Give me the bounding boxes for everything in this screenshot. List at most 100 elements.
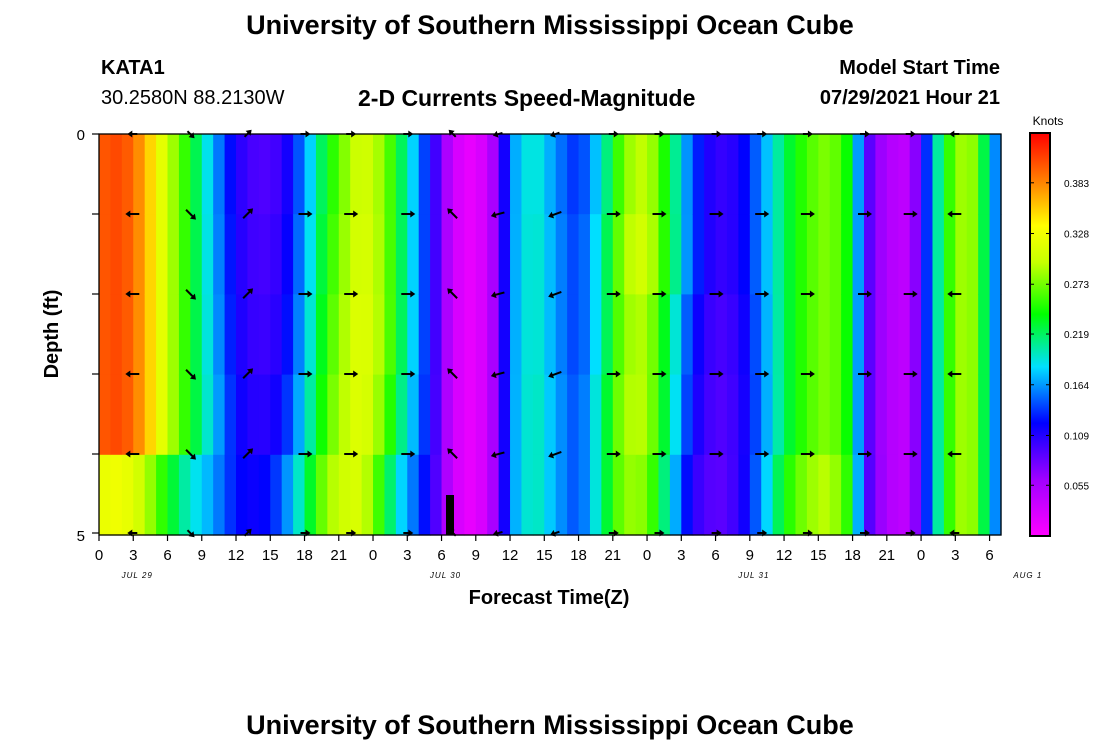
heatmap-cell — [258, 454, 271, 536]
heatmap-cell — [236, 454, 249, 536]
heatmap-cell — [156, 294, 169, 376]
x-tick-label: 15 — [262, 547, 279, 564]
heatmap-cell — [133, 454, 146, 536]
station-id: KATA1 — [101, 57, 165, 79]
heatmap-cell — [201, 374, 214, 456]
heatmap-cell — [921, 294, 934, 376]
heatmap-cell — [635, 134, 648, 215]
heatmap-cell — [532, 294, 545, 376]
heatmap-cell — [875, 374, 888, 456]
heatmap-cell — [293, 454, 306, 536]
heatmap-cell — [555, 374, 568, 456]
heatmap-cell — [407, 214, 420, 295]
heatmap-cell — [704, 134, 717, 215]
heatmap-cell — [966, 374, 979, 456]
x-tick-label: 9 — [198, 547, 206, 564]
heatmap-cell — [144, 374, 157, 456]
heatmap-cell — [567, 214, 580, 295]
current-vector-arrow — [947, 370, 962, 378]
current-vector-arrow — [242, 288, 254, 299]
heatmap-cell — [430, 454, 443, 536]
current-vector-arrow — [298, 370, 313, 378]
heatmap-cell — [110, 294, 123, 376]
heatmap-cell — [464, 374, 477, 456]
current-vector-arrow — [401, 370, 416, 378]
heatmap-cell — [236, 294, 249, 376]
heatmap-cell — [863, 454, 877, 536]
heatmap-cell — [441, 374, 454, 456]
current-vector-arrow — [548, 371, 562, 379]
heatmap-cell — [110, 214, 123, 295]
colorbar: Knots 0.383 0.328 0.273 0.219 0.164 0.109 0.05… — [1029, 114, 1089, 537]
data-gap-bar — [446, 495, 454, 535]
heatmap-cell — [281, 134, 294, 215]
heatmap-cell — [886, 294, 899, 376]
heatmap-cell — [886, 454, 899, 536]
heatmap-cell — [818, 214, 831, 295]
heatmap-cell — [99, 214, 112, 295]
heatmap-cell — [943, 454, 956, 536]
heatmap-cell — [601, 294, 614, 376]
heatmap-cell — [99, 454, 112, 536]
current-vector-arrow — [903, 290, 918, 298]
heatmap-cell — [841, 454, 854, 536]
heatmap-cell — [898, 294, 911, 376]
current-vector-arrow — [606, 450, 621, 458]
heatmap-cell — [578, 134, 591, 215]
heatmap-cell — [418, 214, 431, 295]
current-vector-arrow — [858, 210, 872, 218]
heatmap-cell — [475, 214, 488, 295]
heatmap-cell — [532, 454, 545, 536]
colorbar-tick-label: 0.328 — [1064, 230, 1089, 241]
heatmap-cell — [738, 374, 751, 456]
heatmap-cell — [315, 454, 328, 536]
colorbar-tick-label: 0.383 — [1064, 179, 1089, 190]
heatmap-cell — [589, 294, 602, 376]
heatmap-cell — [270, 134, 283, 215]
heatmap-cell — [464, 134, 477, 215]
heatmap-cell — [624, 294, 637, 376]
current-vector-arrow — [947, 290, 962, 298]
heatmap-cell — [624, 214, 637, 295]
current-vector-arrow — [947, 450, 962, 458]
heatmap-cell — [544, 214, 557, 295]
heatmap-cell — [978, 294, 991, 376]
current-vector-arrow — [755, 450, 770, 458]
heatmap-cell — [601, 454, 614, 536]
station-coords: 30.2580N 88.2130W — [101, 87, 285, 109]
heatmap-cell — [315, 134, 328, 215]
x-tick-label: 18 — [296, 547, 313, 564]
heatmap-cell — [795, 454, 808, 536]
heatmap-cell — [544, 134, 557, 215]
model-start-label: Model Start Time — [839, 57, 1000, 79]
heatmap-cell — [373, 214, 386, 295]
heatmap-cell — [338, 294, 351, 376]
current-vector-arrow — [298, 450, 313, 458]
heatmap-cell — [795, 214, 808, 295]
heatmap-cell — [258, 374, 271, 456]
heatmap-cell — [749, 294, 762, 376]
heatmap-cell — [909, 374, 922, 456]
heatmap-cell — [989, 294, 1002, 376]
heatmap-cell — [315, 294, 328, 376]
current-vector-arrow — [447, 208, 458, 219]
heatmap-cell — [658, 134, 671, 215]
heatmap-cell — [441, 294, 454, 376]
x-tick-label: 15 — [810, 547, 827, 564]
heatmap-cell — [601, 134, 614, 215]
heatmap-cell — [121, 454, 134, 536]
heatmap-cell — [943, 214, 956, 295]
heatmap-cell — [818, 454, 831, 536]
heatmap-cell — [498, 134, 511, 215]
heatmap-cell — [772, 454, 785, 536]
current-vector-arrow — [709, 370, 724, 378]
heatmap-cell — [201, 214, 214, 295]
heatmap-cell — [681, 214, 694, 295]
currents-heatmap: 0 3 6 9 12 15 18 21 0 3 6 9 12 15 18 21 0 3 6 9 12 15 18 21 0 3 6 J… — [41, 114, 1089, 609]
date-label: AUG 1 — [1012, 571, 1042, 580]
heatmap-cell — [829, 294, 842, 376]
heatmap-cell — [772, 294, 785, 376]
heatmap-cell — [635, 374, 648, 456]
heatmap-cell — [350, 134, 363, 215]
y-tick-label: 5 — [77, 528, 85, 545]
